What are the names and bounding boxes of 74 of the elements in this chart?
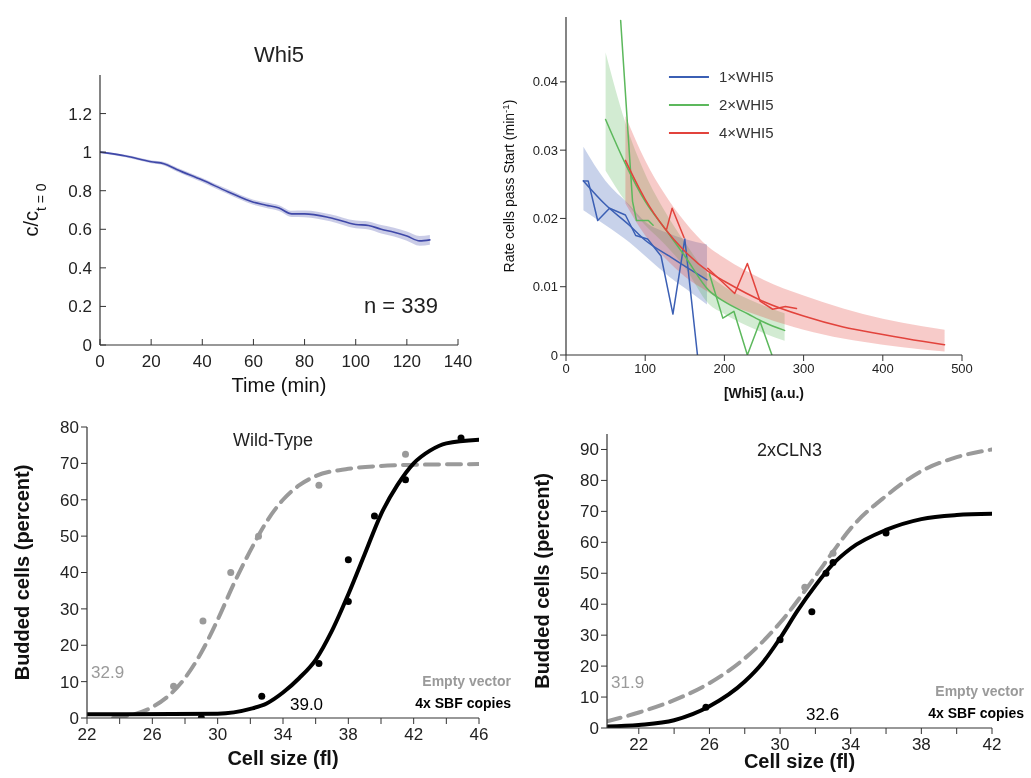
x-tick-label: 400 [871,361,894,376]
y-tick-label: 0.2 [68,297,92,317]
x-axis-title: [Whi5] (a.u.) [723,385,805,401]
annotation: 32.6 [806,705,840,724]
x-tick-label: 300 [792,361,815,376]
y-tick-label: 0.02 [532,210,558,226]
chart-title: 2xCLN3 [756,440,823,460]
x-tick-label: 42 [404,725,424,744]
x-tick-label: 34 [273,725,293,744]
y-tick-label: 0.4 [68,258,92,278]
y-tick-label: 50 [60,527,79,547]
x-tick-label: 60 [243,352,263,371]
y-tick-label: 60 [580,533,599,553]
y-tick-label: 60 [60,490,79,510]
y-tick-label: 70 [580,502,599,522]
y-tick-label: 10 [580,688,599,707]
y-tick-label: 0.01 [532,279,558,295]
y-axis-title: Budded cells (percent) [531,473,553,689]
y-tick-label: 0 [69,708,79,728]
x-tick-label: 200 [713,361,736,376]
x-tick-label: 0 [95,352,105,371]
x-tick-label: 80 [295,352,315,371]
y-tick-label: 20 [60,636,79,656]
chart-title: Whi5 [253,42,305,67]
text: 4x SBF copies [928,705,1025,721]
x-tick-label: 500 [951,361,973,376]
y-tick-label: 0.8 [68,181,92,201]
annotation: 32.9 [91,663,125,682]
legend-label: 1×WHI5 [718,68,774,86]
y-tick-label: 90 [580,440,599,460]
x-tick-label: 26 [142,725,162,744]
chart-title: Wild-Type [232,430,314,450]
x-tick-label: 22 [77,725,97,744]
y-tick-label: 0.03 [532,142,558,158]
x-tick-label: 22 [629,735,649,754]
y-tick-label: 1 [82,143,92,163]
x-tick-label: 20 [141,352,161,371]
x-tick-label: 0 [562,361,570,376]
text: 4x SBF copies [415,695,512,711]
y-tick-label: 1.2 [68,104,92,124]
y-tick-label: 30 [580,626,599,646]
x-tick-label: 30 [208,725,228,744]
y-tick-label: 10 [60,672,79,692]
y-tick-label: 50 [580,564,599,584]
y-tick-label: 0 [82,335,92,355]
y-tick-label: 40 [580,595,599,615]
text: Empty vector [422,673,512,689]
x-tick-label: 120 [392,352,422,371]
annotation: 31.9 [611,673,645,692]
annotation: 39.0 [289,695,324,714]
y-tick-label: 70 [60,454,79,474]
y-tick-label: 0.6 [68,220,92,240]
legend-label: 4×WHI5 [718,124,774,142]
x-tick-label: 100 [341,352,370,371]
y-tick-label: 80 [60,417,79,437]
annotation: n = 339 [363,293,438,318]
y-tick-label: 40 [60,563,79,583]
x-tick-label: 40 [192,352,212,371]
x-tick-label: 26 [699,735,719,754]
legend-label: 2×WHI5 [718,96,774,114]
x-tick-label: 42 [982,735,1002,754]
x-tick-label: 100 [634,361,657,376]
y-tick-label: 0.04 [532,74,558,90]
y-tick-label: 80 [580,471,599,491]
y-tick-label: 20 [580,657,599,677]
x-tick-label: 46 [469,725,489,744]
y-axis-title: Budded cells (percent) [11,464,33,681]
x-tick-label: 38 [911,735,931,754]
x-tick-label: 140 [443,352,473,371]
x-tick-label: 38 [338,725,358,744]
text: Empty vector [935,683,1025,699]
x-axis-title: Cell size (fl) [227,747,339,769]
y-tick-label: 30 [60,599,79,619]
x-axis-title: Time (min) [231,374,327,396]
